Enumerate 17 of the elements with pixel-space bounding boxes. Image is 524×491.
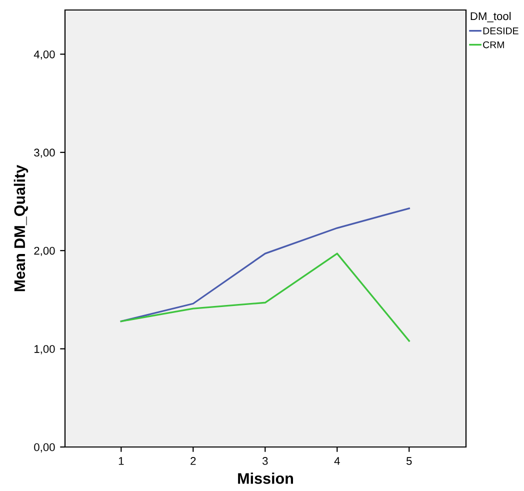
line-series — [120, 208, 410, 322]
y-tick-label: 4,00 — [34, 50, 55, 60]
y-tick-label: 3,00 — [34, 148, 55, 158]
y-tick-label: 1,00 — [34, 345, 55, 354]
x-tick-label: 3 — [262, 457, 268, 465]
x-tick-label: 5 — [406, 457, 412, 465]
y-tick-label: 2,00 — [34, 246, 55, 256]
x-tick-label: 1 — [118, 457, 124, 465]
legend-label: CRM — [483, 41, 504, 48]
y-axis-title: Mean DM_Quality — [14, 164, 28, 292]
x-axis-title: Mission — [238, 472, 293, 484]
line-series — [120, 252, 410, 342]
x-tick-label: 2 — [190, 457, 196, 465]
legend-label: DESIDE — [483, 27, 518, 34]
legend-title: DM_tool — [470, 12, 511, 22]
x-tick-label: 4 — [334, 457, 340, 465]
y-tick-label: 0,00 — [34, 443, 55, 452]
